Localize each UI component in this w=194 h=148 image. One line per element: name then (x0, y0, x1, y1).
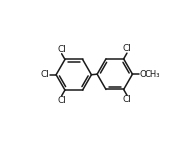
Text: Cl: Cl (57, 96, 66, 105)
Text: CH₃: CH₃ (144, 70, 160, 79)
Text: Cl: Cl (122, 44, 131, 53)
Text: O: O (139, 70, 146, 79)
Text: Cl: Cl (57, 45, 66, 54)
Text: Cl: Cl (41, 70, 49, 79)
Text: Cl: Cl (122, 95, 131, 104)
